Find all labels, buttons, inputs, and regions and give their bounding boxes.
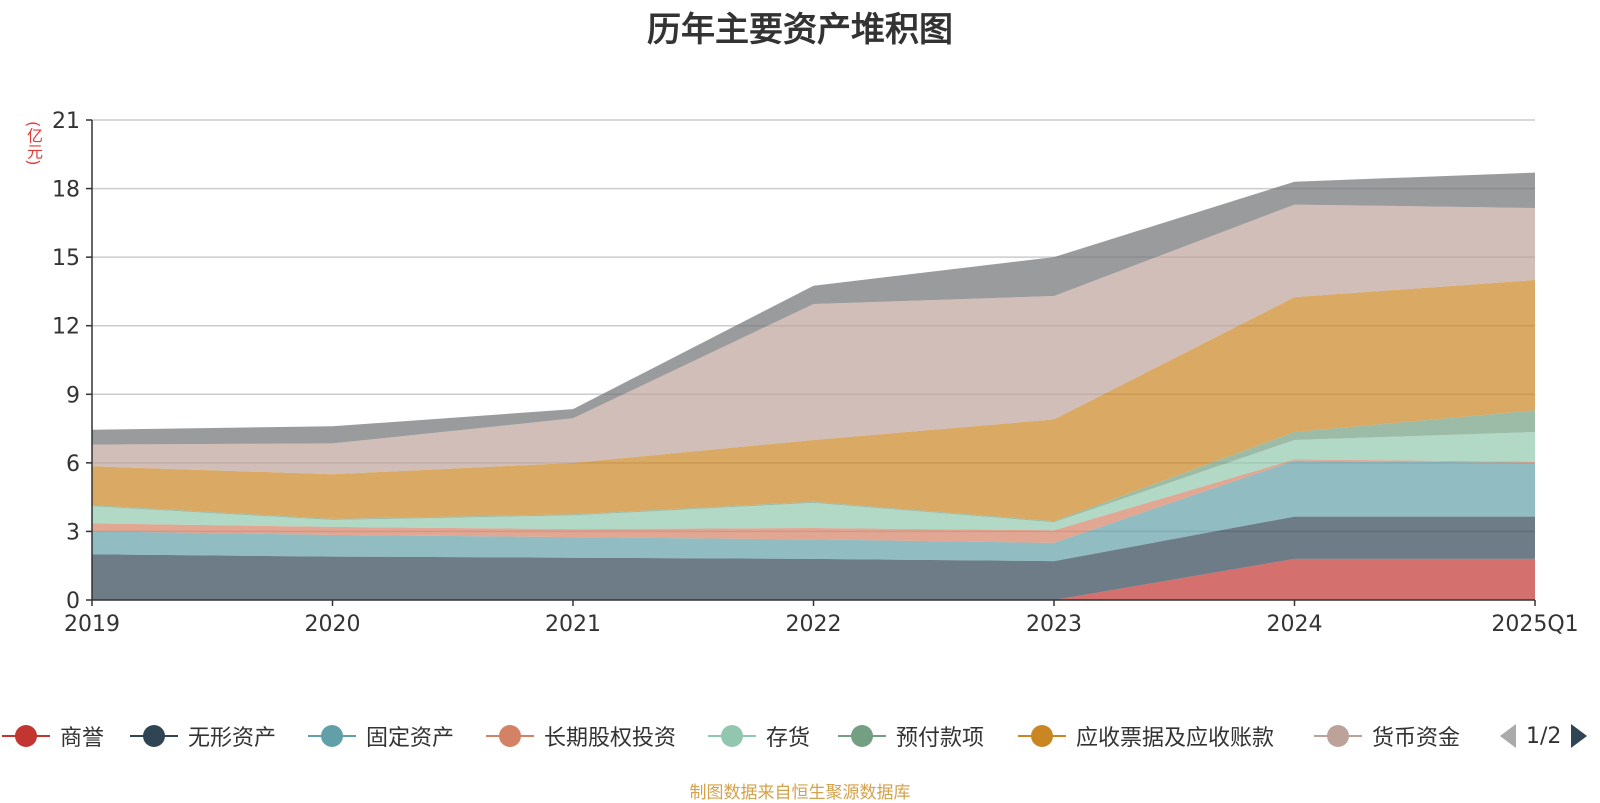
data-source-note: 制图数据来自恒生聚源数据库 <box>689 783 911 803</box>
area-货币资金[interactable] <box>92 204 1535 475</box>
x-tick-label: 2023 <box>1026 612 1082 637</box>
legend-page-indicator: 1/2 <box>1526 723 1562 749</box>
y-tick-label: 3 <box>66 520 80 545</box>
axes: 0 3 6 9 12 15 18 21 2019 2020 2021 2022 2023 2024 2025… <box>52 109 1579 637</box>
legend-item-应收票据及应收账款[interactable]: 应收票据及应收账款 <box>1016 716 1274 756</box>
legend-pager: 1/2 <box>1498 716 1589 756</box>
next-page-icon[interactable] <box>1569 722 1589 750</box>
area-商誉[interactable] <box>92 558 1535 600</box>
area-series-9[interactable] <box>92 172 1535 445</box>
legend-item-存货[interactable]: 存货 <box>706 716 810 756</box>
area-应收票据及应收账款[interactable] <box>92 280 1535 522</box>
x-tick-label: 2019 <box>64 612 120 637</box>
legend-marker-icon <box>1314 725 1362 747</box>
legend-label: 固定资产 <box>366 726 455 751</box>
legend-label: 存货 <box>766 726 811 751</box>
legend-marker-icon <box>486 725 534 747</box>
area-无形资产[interactable] <box>92 516 1535 600</box>
legend-item-货币资金[interactable]: 货币资金 <box>1312 716 1460 756</box>
x-tick-label: 2022 <box>786 612 842 637</box>
prev-page-icon[interactable] <box>1498 722 1518 750</box>
legend-marker-icon <box>130 725 178 747</box>
legend-item-预付款项[interactable]: 预付款项 <box>836 716 984 756</box>
chart-title: 历年主要资产堆积图 <box>647 10 953 50</box>
y-tick-label: 12 <box>52 315 80 340</box>
y-tick-label: 18 <box>52 178 80 203</box>
area-series <box>92 172 1535 600</box>
legend-marker-icon <box>2 725 50 747</box>
legend-label: 无形资产 <box>188 726 277 751</box>
legend-label: 货币资金 <box>1372 726 1461 751</box>
legend-item-无形资产[interactable]: 无形资产 <box>128 716 276 756</box>
y-tick-label: 15 <box>52 246 80 271</box>
legend-label: 应收票据及应收账款 <box>1076 726 1275 751</box>
legend: 商誉 无形资产 固定资产 长期股权投资 存货 预付款项 应收票据及应收账款 货币资金 <box>0 716 1600 756</box>
y-tick-label: 6 <box>66 452 80 477</box>
x-tick-label: 2025Q1 <box>1491 612 1578 637</box>
stacked-area-chart: 0 3 6 9 12 15 18 21 2019 2020 2021 2022 2023 2024 2025… <box>52 109 1579 637</box>
x-tick-label: 2021 <box>545 612 601 637</box>
legend-item-长期股权投资[interactable]: 长期股权投资 <box>484 716 676 756</box>
legend-item-商誉[interactable]: 商誉 <box>0 716 104 756</box>
legend-label: 预付款项 <box>896 726 985 751</box>
y-tick-label: 0 <box>66 589 80 614</box>
legend-item-固定资产[interactable]: 固定资产 <box>306 716 454 756</box>
y-tick-label: 21 <box>52 109 80 134</box>
legend-marker-icon <box>308 725 356 747</box>
legend-label: 商誉 <box>60 726 105 751</box>
area-存货[interactable] <box>92 432 1535 531</box>
legend-marker-icon <box>1018 725 1066 747</box>
x-tick-label: 2020 <box>305 612 361 637</box>
legend-marker-icon <box>838 725 886 747</box>
x-tick-label: 2024 <box>1267 612 1323 637</box>
legend-label: 长期股权投资 <box>544 726 677 751</box>
y-tick-label: 9 <box>66 383 80 408</box>
legend-marker-icon <box>708 725 756 747</box>
y-axis-unit-label: (亿元) <box>24 121 43 166</box>
